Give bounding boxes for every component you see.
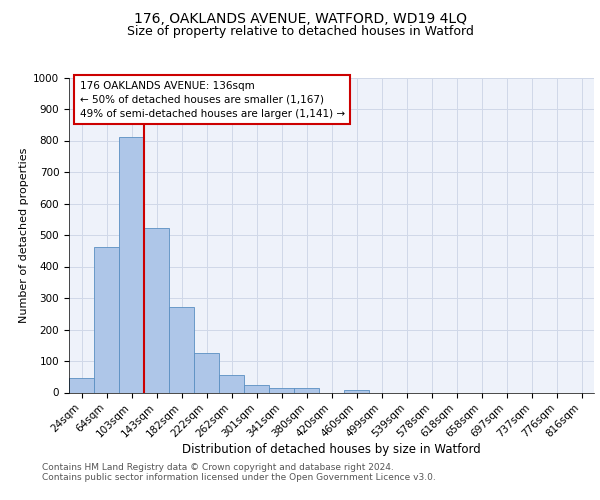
Bar: [219, 374, 244, 392]
Bar: [119, 138, 144, 392]
Bar: [269, 388, 294, 392]
X-axis label: Distribution of detached houses by size in Watford: Distribution of detached houses by size …: [182, 443, 481, 456]
Bar: [144, 228, 169, 392]
Bar: [244, 384, 269, 392]
Y-axis label: Number of detached properties: Number of detached properties: [19, 148, 29, 322]
Bar: [294, 388, 319, 392]
Bar: [169, 307, 194, 392]
Text: Contains HM Land Registry data © Crown copyright and database right 2024.
Contai: Contains HM Land Registry data © Crown c…: [42, 463, 436, 482]
Bar: [69, 378, 94, 392]
Text: 176 OAKLANDS AVENUE: 136sqm
← 50% of detached houses are smaller (1,167)
49% of : 176 OAKLANDS AVENUE: 136sqm ← 50% of det…: [79, 80, 344, 118]
Bar: [194, 353, 219, 393]
Bar: [94, 248, 119, 392]
Text: 176, OAKLANDS AVENUE, WATFORD, WD19 4LQ: 176, OAKLANDS AVENUE, WATFORD, WD19 4LQ: [133, 12, 467, 26]
Bar: [344, 390, 369, 392]
Text: Size of property relative to detached houses in Watford: Size of property relative to detached ho…: [127, 24, 473, 38]
